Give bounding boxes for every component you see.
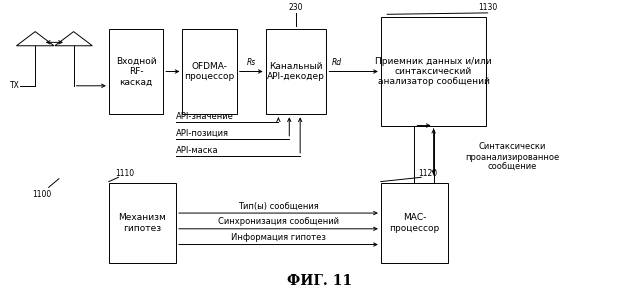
- Text: Rd: Rd: [332, 58, 342, 67]
- Text: Синхронизация сообщений: Синхронизация сообщений: [218, 217, 339, 226]
- Text: ФИГ. 11: ФИГ. 11: [287, 274, 353, 286]
- FancyBboxPatch shape: [381, 17, 486, 126]
- Text: Тип(ы) сообщения: Тип(ы) сообщения: [238, 201, 319, 210]
- Text: OFDMA-
процессор: OFDMA- процессор: [184, 62, 235, 81]
- Text: 1100: 1100: [32, 190, 51, 199]
- Text: Синтаксически
проанализированное
сообщение: Синтаксически проанализированное сообщен…: [465, 142, 559, 172]
- FancyBboxPatch shape: [109, 183, 176, 263]
- Text: Информация гипотез: Информация гипотез: [231, 233, 326, 242]
- Text: 1110: 1110: [115, 168, 134, 178]
- Text: Rs: Rs: [247, 58, 256, 67]
- FancyBboxPatch shape: [266, 29, 326, 114]
- FancyBboxPatch shape: [182, 29, 237, 114]
- Text: 1130: 1130: [478, 3, 497, 12]
- Text: API-значение: API-значение: [176, 112, 234, 121]
- Text: Канальный
API-декодер: Канальный API-декодер: [267, 62, 325, 81]
- Text: МАС-
процессор: МАС- процессор: [389, 213, 440, 233]
- Text: API-маска: API-маска: [176, 146, 219, 155]
- Text: Входной
RF-
каскад: Входной RF- каскад: [116, 57, 156, 86]
- FancyBboxPatch shape: [381, 183, 448, 263]
- Text: Механизм
гипотез: Механизм гипотез: [118, 213, 166, 233]
- Text: Приемник данных и/или
синтаксический
анализатор сообщений: Приемник данных и/или синтаксический ана…: [375, 57, 492, 86]
- Text: TX: TX: [10, 81, 19, 90]
- Text: API-позиция: API-позиция: [176, 129, 229, 138]
- Text: 1120: 1120: [418, 168, 437, 178]
- FancyBboxPatch shape: [109, 29, 163, 114]
- Text: 230: 230: [289, 3, 303, 12]
